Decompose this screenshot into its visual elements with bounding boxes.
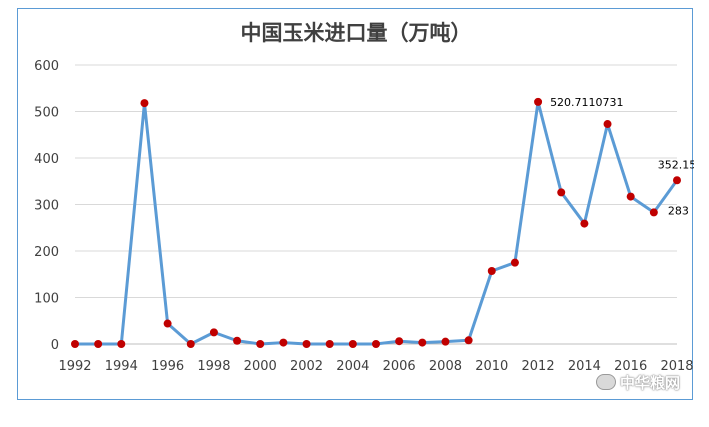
y-tick-label: 200 <box>34 245 59 260</box>
data-point-1998 <box>209 328 218 337</box>
y-tick-label: 100 <box>34 292 59 307</box>
data-point-2006 <box>395 337 404 346</box>
y-tick-label: 300 <box>34 199 59 214</box>
data-point-2018 <box>673 176 681 185</box>
y-tick-label: 600 <box>34 59 59 74</box>
chart-frame: 中国玉米进口量（万吨） 0 100 200 300 400 500 600 1992 1994… <box>17 8 694 400</box>
data-point-2016 <box>626 192 635 201</box>
data-point-2011 <box>510 258 519 267</box>
data-point-2012 <box>534 97 543 106</box>
x-tick-label: 2000 <box>244 359 277 374</box>
x-tick-label: 2016 <box>614 359 647 374</box>
x-tick-label: 2012 <box>522 359 555 374</box>
x-tick-label: 2010 <box>475 359 508 374</box>
data-point-1996 <box>163 319 172 328</box>
data-point-2004 <box>348 340 357 348</box>
data-point-2000 <box>256 340 265 348</box>
data-point-1992 <box>71 340 79 348</box>
y-axis-ticks: 0 100 200 300 400 500 600 <box>34 59 59 353</box>
x-tick-label: 2014 <box>568 359 601 374</box>
data-point-1994 <box>117 340 126 348</box>
data-label-2012: 520.7110731 <box>550 96 623 109</box>
data-point-2010 <box>487 266 496 275</box>
x-tick-label: 2008 <box>429 359 462 374</box>
data-point-2015 <box>603 120 612 129</box>
chart-title: 中国玉米进口量（万吨） <box>241 20 472 45</box>
x-tick-label: 2004 <box>336 359 369 374</box>
series-markers <box>71 97 681 348</box>
y-tick-label: 500 <box>34 106 59 121</box>
data-point-2001 <box>279 338 288 347</box>
data-point-2014 <box>580 219 589 228</box>
data-labels: 520.7110731 283 352.15 <box>550 96 694 218</box>
x-tick-label: 2006 <box>383 359 416 374</box>
x-tick-label: 2018 <box>660 359 693 374</box>
wechat-icon <box>595 374 616 390</box>
watermark: 中华粮网 <box>595 372 680 393</box>
data-point-2017 <box>649 208 658 217</box>
data-point-2005 <box>372 340 380 348</box>
data-point-2008 <box>441 337 450 346</box>
x-tick-label: 1998 <box>197 359 230 374</box>
x-tick-label: 1994 <box>105 359 138 374</box>
x-tick-label: 1996 <box>151 359 184 374</box>
data-point-1999 <box>233 336 242 345</box>
y-tick-label: 0 <box>51 338 59 353</box>
data-point-2009 <box>464 336 473 345</box>
x-axis-ticks: 1992 1994 1996 1998 2000 2002 2004 2006 2008 2010… <box>58 359 693 374</box>
x-tick-label: 1992 <box>58 359 91 374</box>
gridlines <box>75 64 677 345</box>
data-label-2018: 352.15 <box>658 158 694 171</box>
data-point-1993 <box>94 340 103 348</box>
chart: 中国玉米进口量（万吨） 0 100 200 300 400 500 600 1992 1994… <box>34 20 694 374</box>
data-point-2002 <box>302 340 311 348</box>
data-point-2007 <box>418 338 427 347</box>
y-tick-label: 400 <box>34 152 59 167</box>
data-label-2017: 283 <box>668 204 689 217</box>
data-point-1997 <box>186 340 195 348</box>
data-point-1995 <box>140 99 149 108</box>
data-point-2013 <box>557 188 566 197</box>
watermark-text: 中华粮网 <box>619 374 680 392</box>
data-point-2003 <box>325 340 334 348</box>
x-tick-label: 2002 <box>290 359 323 374</box>
